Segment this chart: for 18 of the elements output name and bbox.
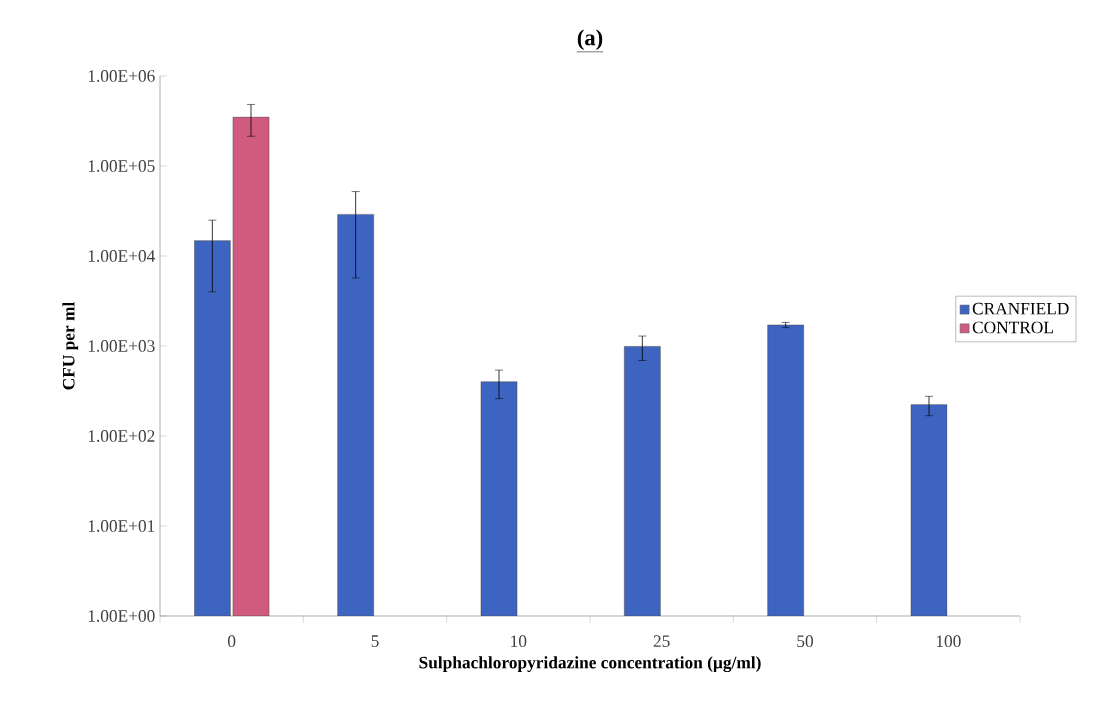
y-tick-label: 1.00E+05	[88, 160, 155, 172]
y-axis-title: CFU per ml	[62, 302, 79, 390]
chart-title: (a)	[577, 29, 603, 50]
y-tick-label: 1.00E+01	[88, 520, 155, 532]
y-tick-label: 1.00E+00	[88, 610, 155, 622]
legend-label: CRANFIELD	[972, 302, 1069, 315]
legend-label: CONTROL	[972, 321, 1053, 334]
y-tick-label: 1.00E+02	[88, 430, 155, 442]
y-tick-label: 1.00E+04	[88, 250, 156, 262]
x-tick-label: 5	[371, 635, 379, 647]
x-tick-label: 0	[228, 635, 236, 648]
x-tick-label: 25	[653, 635, 670, 647]
y-tick-label: 1.00E+06	[88, 70, 155, 82]
x-tick-label: 100	[936, 635, 961, 648]
y-tick-label: 1.00E+03	[88, 340, 155, 352]
x-tick-label: 50	[797, 635, 814, 648]
x-tick-label: 10	[511, 635, 527, 648]
x-axis-title: Sulphachloropyridazine concentration (µg/ml)	[419, 656, 761, 673]
